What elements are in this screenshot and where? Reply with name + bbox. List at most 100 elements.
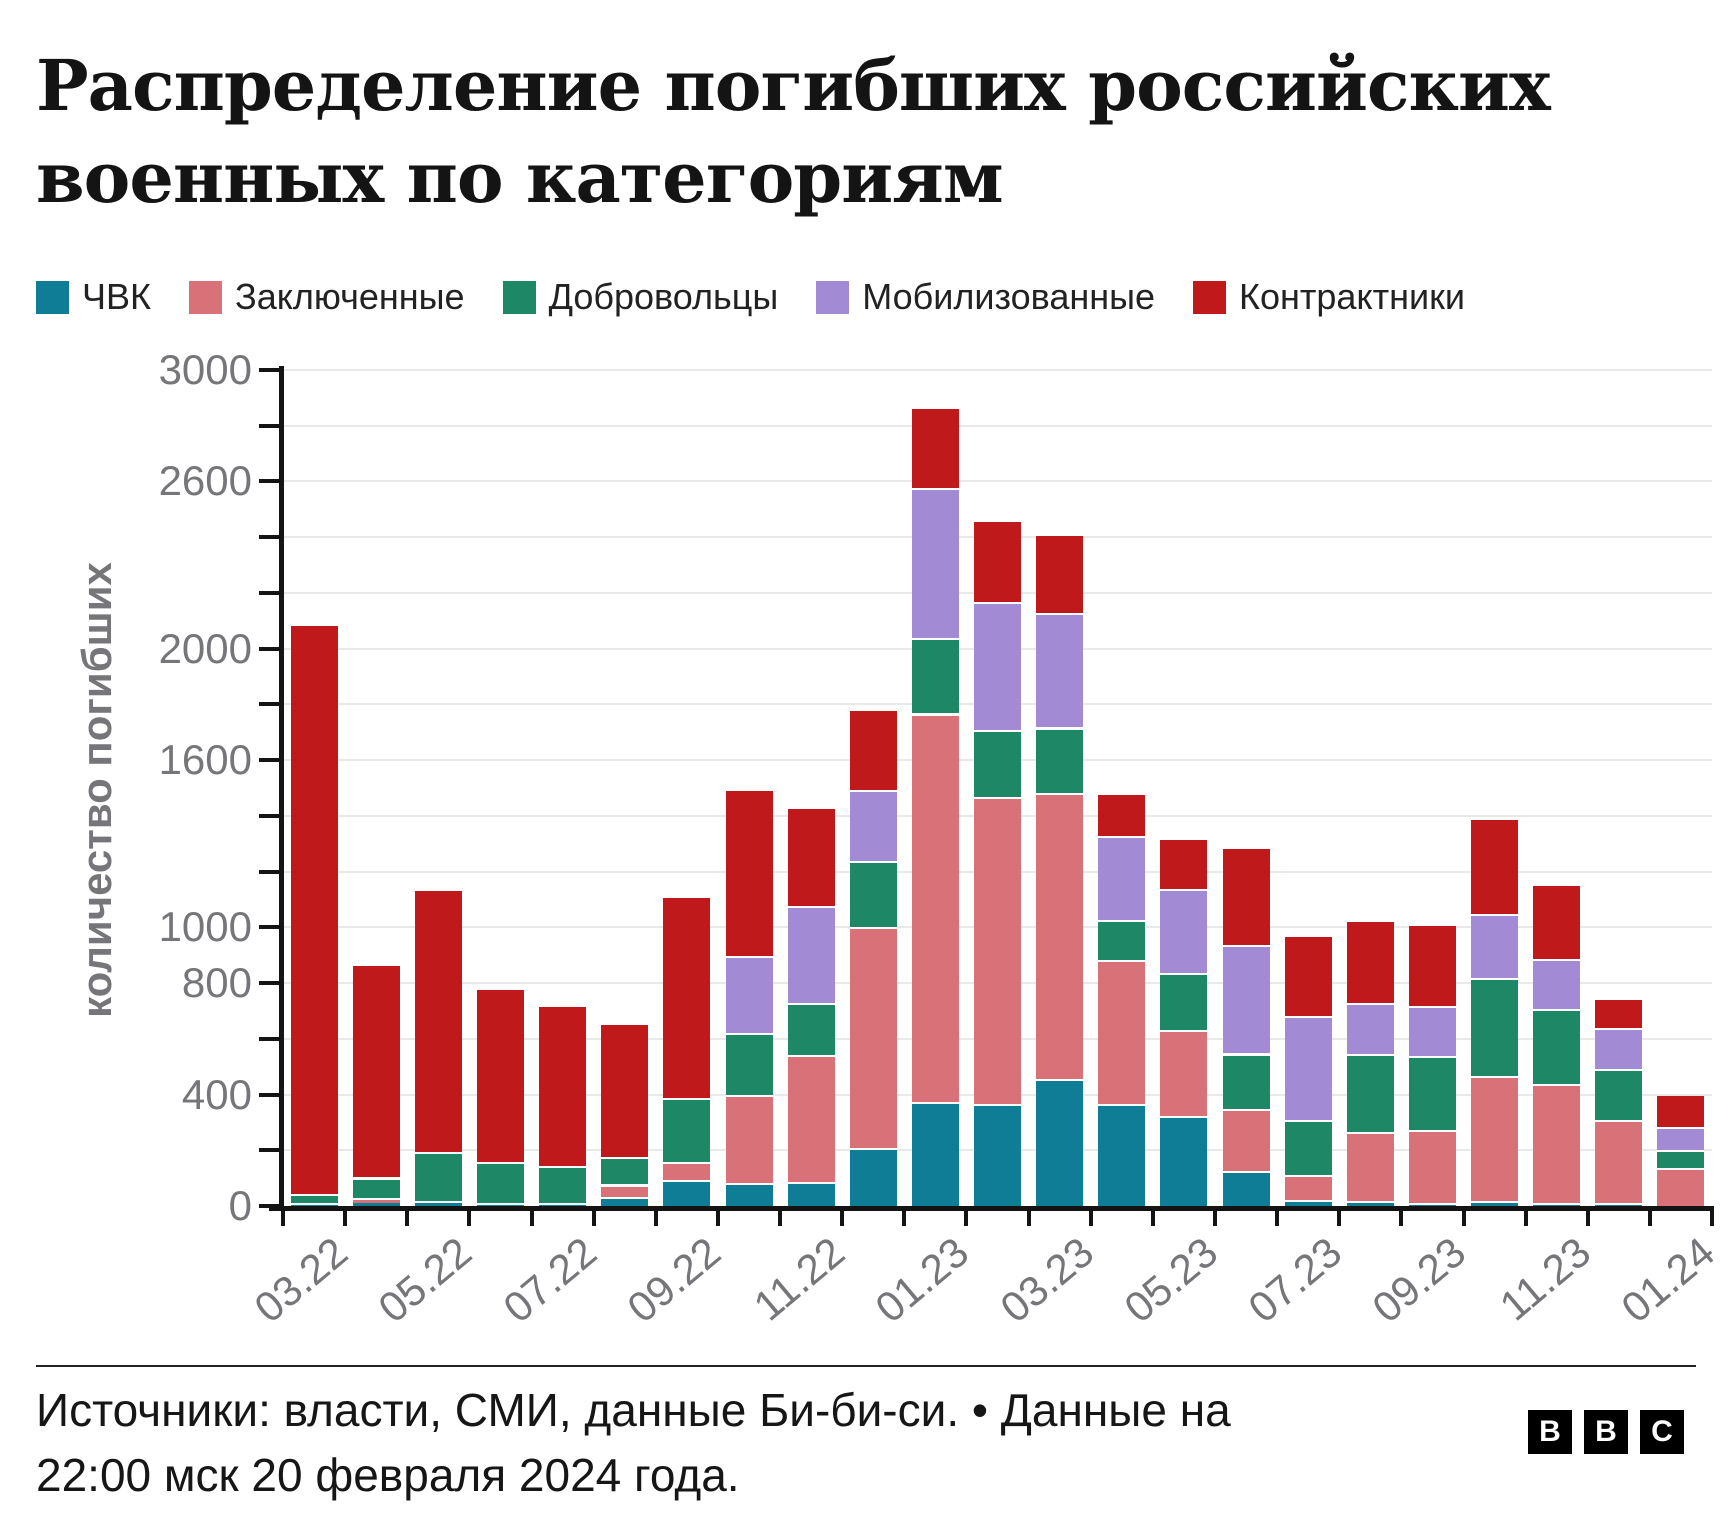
- x-axis-line: [269, 1206, 1714, 1211]
- bar-segment: [1160, 839, 1208, 892]
- bar-segment: [911, 409, 959, 490]
- x-tick: [1337, 1210, 1342, 1226]
- bar-segment: [1595, 1070, 1643, 1123]
- bar-segment: [849, 711, 897, 793]
- bar-segment: [414, 1203, 462, 1206]
- bar-segment: [1222, 1055, 1270, 1112]
- y-tick: [259, 702, 283, 707]
- bar-segment: [663, 1164, 711, 1183]
- x-tick: [1275, 1210, 1280, 1226]
- bar-segment: [725, 1034, 773, 1098]
- x-tick: [1088, 1210, 1093, 1226]
- bar-segment: [477, 990, 524, 1165]
- bar-segment: [1595, 999, 1643, 1031]
- bar-segment: [1098, 962, 1146, 1106]
- legend-swatch: [502, 280, 536, 314]
- bar-segment: [1036, 615, 1084, 730]
- bar-segment: [1284, 1201, 1332, 1206]
- bar-segment: [352, 1203, 400, 1206]
- bar-segment: [1533, 960, 1581, 1011]
- bar-segment: [1346, 921, 1394, 1006]
- bar-segment: [1533, 1010, 1581, 1087]
- bar-segment: [1036, 535, 1084, 616]
- bar-segment: [974, 521, 1021, 605]
- y-tick: [259, 646, 283, 651]
- bar-segment: [1222, 1172, 1270, 1206]
- legend-item: Контрактники: [1193, 276, 1465, 318]
- x-tick: [778, 1210, 782, 1226]
- bar-segment: [414, 891, 462, 1155]
- bar-segment: [1160, 1118, 1208, 1206]
- bar-segment: [477, 1204, 524, 1206]
- x-tick: [467, 1210, 472, 1226]
- y-tick-label: 1000: [158, 903, 252, 951]
- legend-swatch: [36, 280, 69, 314]
- x-tick: [591, 1210, 596, 1226]
- bar-segment: [1346, 1055, 1394, 1134]
- bar-segment: [601, 1024, 649, 1159]
- y-tick: [259, 869, 283, 874]
- bar-segment: [849, 792, 897, 864]
- y-tick-label: 0: [228, 1182, 252, 1229]
- bar-segment: [1533, 885, 1581, 961]
- x-tick: [653, 1210, 658, 1226]
- y-tick: [259, 981, 283, 986]
- bar-segment: [663, 898, 711, 1101]
- bar-segment: [1657, 1169, 1705, 1206]
- y-axis-line: [279, 366, 284, 1211]
- bar-segment: [539, 1006, 587, 1169]
- bar-segment: [974, 799, 1021, 1106]
- y-tick: [259, 479, 283, 484]
- bar-segment: [1036, 729, 1084, 795]
- bar-segment: [1657, 1095, 1705, 1130]
- bar-segment: [1098, 921, 1146, 963]
- legend-item: Мобилизованные: [816, 276, 1155, 318]
- legend-label: Мобилизованные: [862, 276, 1156, 317]
- bar-segment: [1160, 1031, 1208, 1119]
- bar-segment: [601, 1199, 649, 1206]
- bar-segment: [539, 1168, 587, 1205]
- bar-segment: [1222, 946, 1270, 1056]
- bar-segment: [1346, 1203, 1394, 1206]
- logo-letter-block: C: [1640, 1410, 1684, 1454]
- x-tick: [1647, 1210, 1652, 1226]
- x-tick: [840, 1210, 845, 1226]
- logo-letter-block: B: [1528, 1410, 1572, 1454]
- bar-segment: [1098, 1105, 1146, 1206]
- source-note-line1: Источники: власти, СМИ, данные Би-би-си.…: [36, 1384, 1231, 1436]
- bar-segment: [1595, 1204, 1643, 1206]
- footer-divider: [36, 1365, 1696, 1367]
- y-tick-label: 3000: [158, 346, 252, 393]
- y-tick-label: 800: [181, 959, 252, 1007]
- gridline: [283, 480, 1712, 483]
- legend-item: Заключенные: [188, 276, 465, 318]
- legend-swatch: [816, 280, 850, 314]
- y-tick: [259, 813, 283, 818]
- y-tick: [259, 535, 283, 540]
- bar-segment: [663, 1182, 711, 1206]
- legend-label: Заключенные: [234, 276, 465, 317]
- bar-segment: [1533, 1086, 1581, 1205]
- y-tick: [259, 1204, 283, 1208]
- bar-segment: [290, 1204, 338, 1206]
- legend-label: Добровольцы: [548, 276, 779, 317]
- bar-segment: [1222, 849, 1270, 947]
- x-tick: [1461, 1210, 1466, 1226]
- x-tick: [715, 1210, 720, 1226]
- bar-segment: [1284, 1017, 1332, 1123]
- y-tick: [259, 1148, 283, 1153]
- source-note: Источники: власти, СМИ, данные Би-би-си.…: [36, 1378, 1366, 1509]
- bar-segment: [1471, 916, 1518, 981]
- bar-segment: [787, 907, 835, 1006]
- bar-segment: [1408, 925, 1456, 1009]
- bar-segment: [1408, 1058, 1456, 1133]
- bar-segment: [1346, 1133, 1394, 1204]
- bar-segment: [1036, 1080, 1084, 1206]
- bar-segment: [787, 1056, 835, 1184]
- x-tick: [529, 1210, 534, 1226]
- bar-segment: [1471, 820, 1518, 917]
- bar-segment: [1160, 891, 1208, 975]
- legend-swatch: [188, 280, 222, 314]
